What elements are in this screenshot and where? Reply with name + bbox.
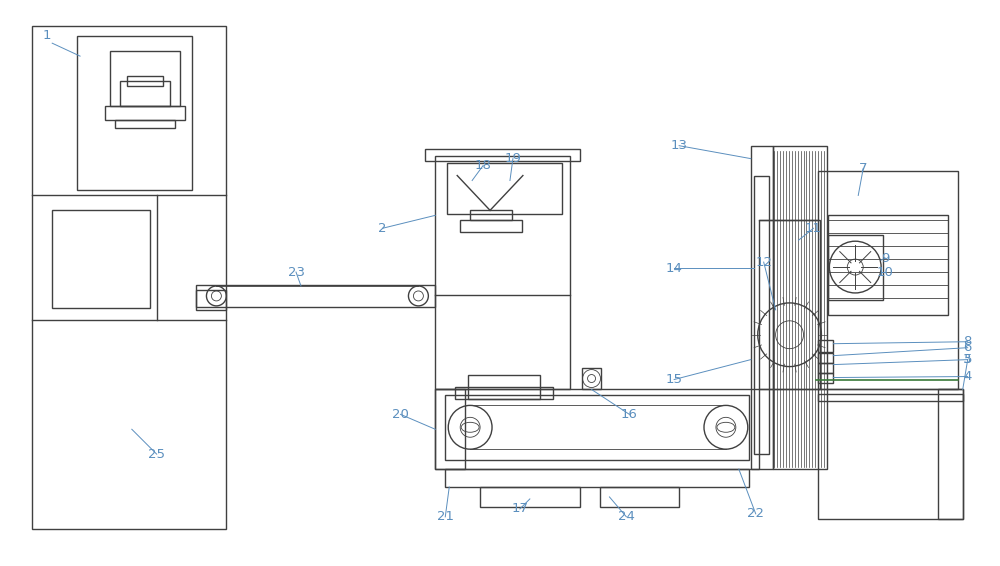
Bar	[460, 220, 522, 232]
Bar	[773, 145, 827, 469]
Bar	[425, 149, 580, 161]
Bar	[938, 389, 963, 519]
Text: 19: 19	[504, 152, 521, 165]
Bar	[582, 367, 601, 389]
Text: 23: 23	[288, 265, 305, 278]
Text: 24: 24	[618, 511, 635, 524]
Bar	[600, 487, 679, 507]
Bar	[115, 120, 175, 128]
Text: 20: 20	[392, 408, 409, 421]
Text: 2: 2	[378, 222, 387, 235]
Text: 3: 3	[963, 353, 972, 366]
Bar	[435, 156, 570, 389]
Text: 25: 25	[148, 448, 165, 461]
Bar	[818, 340, 833, 351]
Text: 12: 12	[755, 256, 772, 269]
Bar	[828, 215, 948, 315]
Bar	[77, 36, 192, 190]
Text: 11: 11	[805, 222, 822, 235]
Bar	[435, 389, 465, 469]
Bar	[818, 353, 833, 363]
Bar	[127, 76, 163, 86]
Text: 10: 10	[877, 265, 894, 278]
Bar	[196, 290, 226, 310]
Text: 18: 18	[475, 159, 492, 172]
Bar	[435, 389, 759, 469]
Bar	[32, 26, 226, 529]
Bar	[468, 375, 540, 400]
Text: 4: 4	[964, 370, 972, 383]
Text: 22: 22	[747, 507, 764, 520]
Bar	[818, 372, 833, 383]
Text: 5: 5	[963, 353, 972, 366]
Text: 13: 13	[671, 139, 688, 152]
Bar	[470, 211, 512, 220]
Text: 1: 1	[42, 29, 51, 42]
Text: 8: 8	[964, 335, 972, 348]
Bar	[105, 106, 185, 120]
Bar	[445, 469, 749, 487]
Text: 6: 6	[964, 341, 972, 354]
Bar	[754, 175, 769, 454]
Bar	[445, 396, 749, 460]
Text: 15: 15	[666, 373, 683, 386]
Bar	[196, 285, 435, 307]
Text: 16: 16	[621, 408, 638, 421]
Bar	[52, 211, 150, 308]
Bar	[110, 51, 180, 106]
Bar	[818, 395, 963, 519]
Text: 21: 21	[437, 511, 454, 524]
Bar	[120, 81, 170, 106]
Text: 7: 7	[859, 162, 867, 175]
Bar	[818, 363, 833, 372]
Bar	[751, 145, 773, 469]
Bar	[447, 162, 562, 215]
Text: 17: 17	[511, 503, 528, 516]
Bar	[759, 220, 820, 389]
Text: 9: 9	[881, 252, 889, 265]
Bar	[828, 235, 883, 300]
Bar	[480, 487, 580, 507]
Bar	[818, 170, 958, 389]
Text: 14: 14	[666, 261, 683, 275]
Bar	[455, 388, 553, 400]
Bar	[818, 389, 963, 401]
